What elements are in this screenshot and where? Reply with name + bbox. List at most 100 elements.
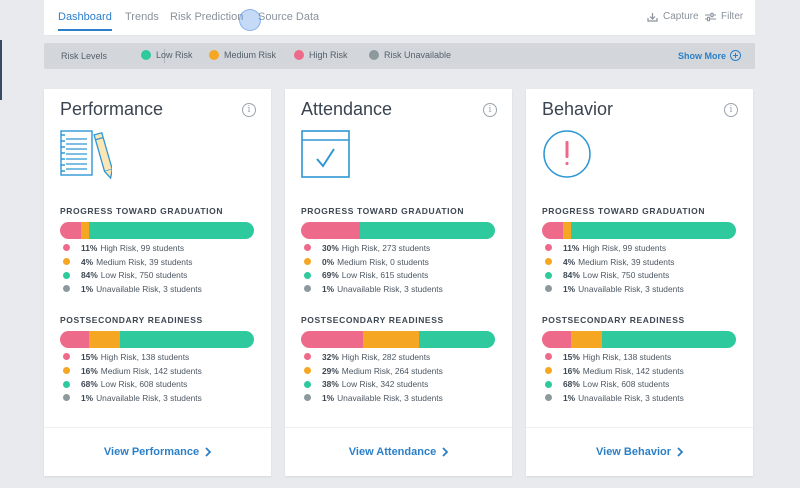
stat-row-low: 68% Low Risk, 608 students bbox=[542, 377, 742, 391]
calendar-check-icon bbox=[301, 130, 350, 178]
medium-risk-dot-icon bbox=[304, 258, 311, 266]
stat-percent: 1% bbox=[322, 283, 335, 294]
bar-segment-low bbox=[120, 331, 254, 348]
bar-segment-medium bbox=[363, 331, 420, 348]
legend-item-high: High Risk bbox=[294, 50, 348, 60]
stat-row-medium: 16% Medium Risk, 142 students bbox=[60, 364, 260, 378]
stats-list-graduation: 11% High Risk, 99 students 4% Medium Risk, … bbox=[542, 241, 742, 296]
view-attendance-link[interactable]: View Attendance bbox=[349, 446, 449, 458]
bar-segment-low bbox=[571, 222, 736, 239]
view-performance-link[interactable]: View Performance bbox=[104, 446, 212, 458]
high-risk-dot-icon bbox=[63, 353, 70, 361]
stat-row-unavailable: 1% Unavailable Risk, 3 students bbox=[60, 391, 260, 405]
stat-percent: 15% bbox=[81, 351, 98, 362]
medium-risk-dot-icon bbox=[545, 367, 552, 375]
card-footer: View Attendance bbox=[285, 427, 512, 476]
unavailable-risk-dot-icon bbox=[304, 394, 311, 402]
low-risk-dot-icon bbox=[63, 271, 70, 279]
stat-percent: 1% bbox=[81, 283, 94, 294]
stat-row-unavailable: 1% Unavailable Risk, 3 students bbox=[542, 391, 742, 405]
card-footer: View Performance bbox=[44, 427, 271, 476]
info-icon[interactable]: i bbox=[483, 103, 497, 117]
stat-text: High Risk, 138 students bbox=[100, 351, 190, 362]
stat-row-medium: 4% Medium Risk, 39 students bbox=[60, 255, 260, 269]
stat-text: High Risk, 99 students bbox=[582, 242, 667, 253]
stat-row-high: 32% High Risk, 282 students bbox=[301, 350, 501, 364]
info-icon[interactable]: i bbox=[724, 103, 738, 117]
stat-row-high: 15% High Risk, 138 students bbox=[60, 350, 260, 364]
stat-row-high: 11% High Risk, 99 students bbox=[60, 241, 260, 255]
bar-segment-low bbox=[359, 222, 495, 239]
legend-item-medium: Medium Risk bbox=[209, 50, 276, 60]
legend-divider bbox=[164, 49, 165, 63]
high-risk-dot-icon bbox=[545, 244, 552, 252]
card-title: Attendance bbox=[301, 99, 393, 119]
filter-label: Filter bbox=[721, 11, 744, 22]
stat-text: Low Risk, 608 students bbox=[582, 379, 670, 390]
stat-text: High Risk, 99 students bbox=[100, 242, 185, 253]
legend-label: High Risk bbox=[309, 50, 348, 60]
stat-text: Medium Risk, 39 students bbox=[96, 256, 193, 267]
card-illustration bbox=[60, 129, 114, 181]
bar-segment-high bbox=[60, 222, 82, 239]
stats-list-readiness: 15% High Risk, 138 students 16% Medium Risk… bbox=[542, 350, 742, 405]
stat-percent: 0% bbox=[322, 256, 335, 267]
plus-circle-icon bbox=[730, 50, 741, 61]
tab-risk-prediction[interactable]: Risk Prediction bbox=[170, 11, 244, 23]
stat-percent: 1% bbox=[81, 392, 94, 403]
show-more-button[interactable]: Show More bbox=[678, 50, 741, 61]
card-performance: Performance i PROGRESS TOWARD GRADUATION… bbox=[44, 89, 271, 476]
low-risk-dot-icon bbox=[63, 380, 70, 388]
filter-button[interactable]: Filter bbox=[705, 11, 743, 22]
view-behavior-link[interactable]: View Behavior bbox=[596, 446, 683, 458]
info-icon[interactable]: i bbox=[242, 103, 256, 117]
bar-segment-medium bbox=[89, 331, 121, 348]
stat-percent: 69% bbox=[322, 270, 339, 281]
stat-percent: 15% bbox=[563, 351, 580, 362]
unavailable-risk-dot-icon bbox=[545, 285, 552, 293]
stat-row-unavailable: 1% Unavailable Risk, 3 students bbox=[301, 391, 501, 405]
stat-text: High Risk, 282 students bbox=[341, 351, 431, 362]
stat-percent: 68% bbox=[81, 379, 98, 390]
stat-percent: 30% bbox=[322, 242, 339, 253]
tab-dashboard[interactable]: Dashboard bbox=[58, 11, 112, 31]
chevron-right-icon bbox=[442, 447, 449, 457]
risk-distribution-bar bbox=[60, 222, 254, 239]
stat-text: Low Risk, 615 students bbox=[341, 270, 429, 281]
stat-text: Medium Risk, 142 students bbox=[582, 365, 684, 376]
capture-button[interactable]: Capture bbox=[647, 11, 699, 22]
stat-text: Low Risk, 342 students bbox=[341, 379, 429, 390]
stat-percent: 4% bbox=[81, 256, 94, 267]
tab-source-data[interactable]: Source Data bbox=[258, 11, 320, 23]
risk-distribution-bar bbox=[542, 222, 736, 239]
low-risk-dot-icon bbox=[304, 271, 311, 279]
stat-row-unavailable: 1% Unavailable Risk, 3 students bbox=[60, 282, 260, 296]
high-risk-dot-icon bbox=[63, 244, 70, 252]
medium-risk-dot-icon bbox=[545, 258, 552, 266]
stat-row-high: 30% High Risk, 273 students bbox=[301, 241, 501, 255]
tab-trends[interactable]: Trends bbox=[125, 11, 159, 23]
stat-row-high: 15% High Risk, 138 students bbox=[542, 350, 742, 364]
medium-risk-dot-icon bbox=[209, 50, 219, 60]
chevron-right-icon bbox=[677, 447, 683, 457]
stat-row-unavailable: 1% Unavailable Risk, 3 students bbox=[542, 282, 742, 296]
risk-distribution-bar bbox=[542, 331, 736, 348]
stat-row-low: 68% Low Risk, 608 students bbox=[60, 377, 260, 391]
stat-percent: 16% bbox=[563, 365, 580, 376]
unavailable-risk-dot-icon bbox=[63, 285, 70, 293]
risk-legend-bar: Risk Levels Low Risk Medium Risk High Ri… bbox=[44, 43, 755, 69]
stats-list-readiness: 15% High Risk, 138 students 16% Medium Risk… bbox=[60, 350, 260, 405]
stat-text: Medium Risk, 142 students bbox=[100, 365, 202, 376]
section-title-readiness: POSTSECONDARY READINESS bbox=[60, 315, 203, 325]
card-title: Behavior bbox=[542, 99, 614, 119]
card-attendance: Attendance i PROGRESS TOWARD GRADUATION … bbox=[285, 89, 512, 476]
low-risk-dot-icon bbox=[545, 271, 552, 279]
stat-row-low: 38% Low Risk, 342 students bbox=[301, 377, 501, 391]
exclamation-circle-icon bbox=[543, 130, 591, 178]
stat-percent: 1% bbox=[563, 392, 576, 403]
stat-text: Low Risk, 750 students bbox=[582, 270, 670, 281]
stat-row-medium: 16% Medium Risk, 142 students bbox=[542, 364, 742, 378]
top-nav: Dashboard Trends Risk Prediction Source … bbox=[44, 0, 755, 36]
window-edge bbox=[0, 40, 2, 100]
bar-segment-high bbox=[542, 222, 564, 239]
